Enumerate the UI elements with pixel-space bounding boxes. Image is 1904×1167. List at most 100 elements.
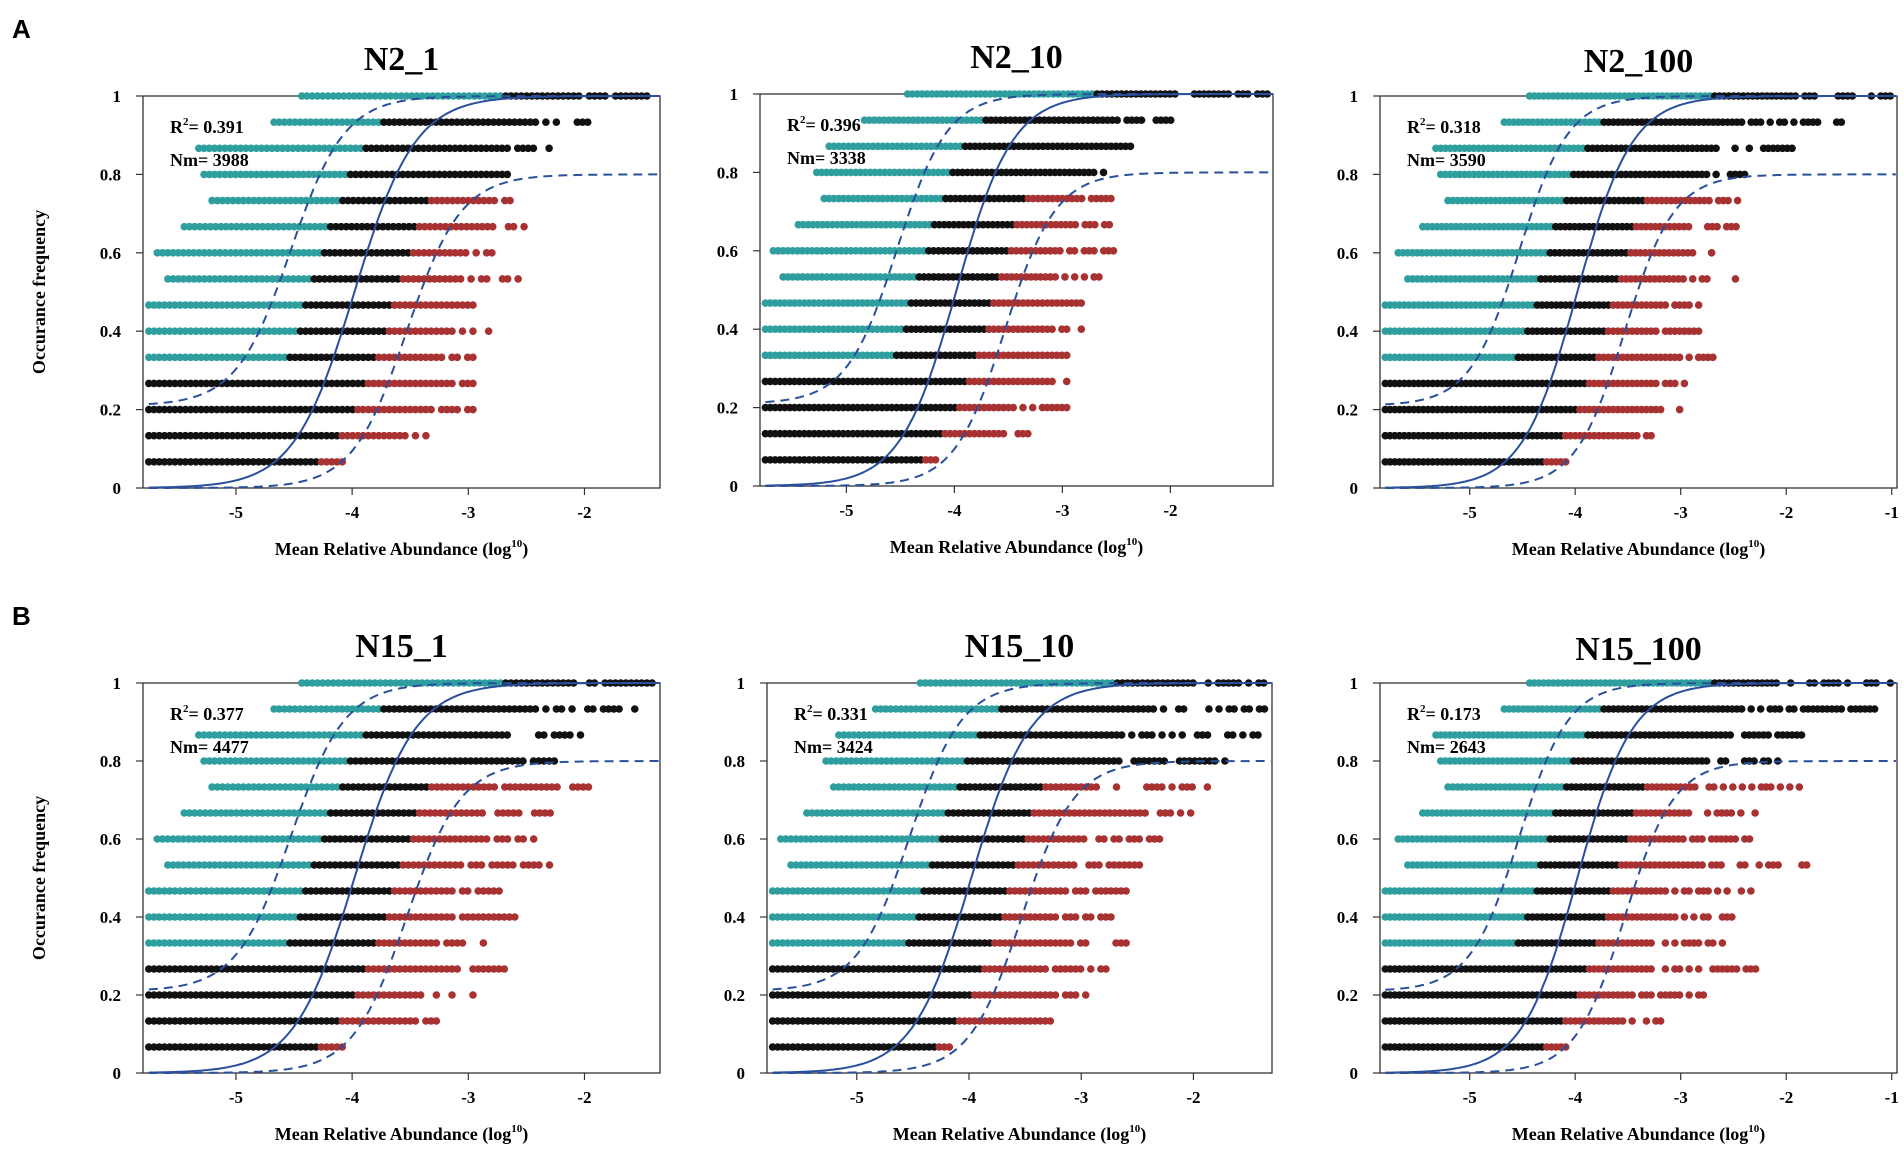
data-point [458,327,467,336]
x-tick-label: -2 [1779,503,1793,522]
x-tick-label: -5 [1463,503,1477,522]
data-point [247,275,256,283]
data-point [1228,731,1237,739]
data-point [503,835,512,843]
data-point [253,222,262,231]
data-point [218,405,226,414]
data-point [280,431,289,440]
data-point [553,783,561,791]
data-point [1127,731,1136,739]
data-point [448,379,456,388]
data-point [367,275,376,283]
data-point [400,118,409,126]
data-point [394,275,402,283]
data-point [487,170,496,179]
data-point [430,144,438,153]
data-point [200,144,208,153]
data-point [179,249,188,257]
data-point [171,327,179,336]
data-point [260,379,268,388]
data-point [400,222,408,231]
data-point [249,405,258,414]
data-point [160,458,169,466]
data-point [351,144,360,153]
data-point [1080,273,1089,281]
data-point [364,301,373,309]
data-point [186,327,195,336]
data-point [294,249,303,257]
data-point [202,431,211,440]
chart-title: N2_1 [364,41,440,78]
data-point [377,144,386,153]
data-point [386,92,395,100]
data-point [1071,913,1080,921]
data-point [155,379,164,388]
data-point [202,405,211,414]
data-point [197,431,205,440]
data-point [1079,835,1088,843]
data-point [231,144,240,153]
data-point [430,275,439,283]
data-point [482,144,491,153]
y-tick-label: 1 [113,674,122,693]
data-point [402,92,411,100]
data-point [385,327,394,336]
data-point [1160,757,1169,765]
data-point [514,275,522,283]
data-point [275,118,284,126]
data-point [369,327,378,336]
data-point [1135,861,1144,869]
data-point [348,353,357,362]
data-point [1239,731,1247,739]
data-point [1070,273,1079,281]
data-point [217,222,225,231]
data-point [1046,1017,1055,1025]
data-point [344,196,352,205]
data-point [236,144,245,153]
x-tick-label: -3 [1674,503,1688,522]
data-point [347,275,355,283]
data-point [394,222,403,231]
data-point [435,275,444,283]
data-point [239,379,247,388]
data-point [233,458,242,466]
panel-label-a: A [12,14,31,44]
data-point [1684,222,1693,231]
data-point [357,144,365,153]
data-point [307,301,315,309]
data-point [416,353,425,362]
data-point [237,249,245,257]
data-point [443,196,452,205]
data-point [192,327,200,336]
data-point [207,405,216,414]
data-point [568,705,576,713]
data-point [244,196,253,205]
data-point [327,327,336,336]
data-point [463,353,472,362]
data-point [425,249,433,257]
data-point [1115,757,1123,765]
data-point [228,353,237,362]
data-point [425,275,434,283]
data-point [615,705,623,713]
data-point [1062,351,1071,360]
data-point [254,353,263,362]
data-point [385,405,394,414]
data-point [1051,273,1060,281]
data-point [218,327,226,336]
data-point [341,144,349,153]
data-point [301,379,310,388]
data-point [1707,249,1716,257]
data-point [436,222,445,231]
data-point [1019,403,1027,412]
data-point [457,222,466,231]
data-point [364,379,373,388]
data-point [160,379,169,388]
data-point [1089,168,1098,177]
data-point [304,170,313,179]
data-point [480,196,488,205]
data-point [254,301,263,309]
data-point [396,196,405,205]
data-point [463,118,472,126]
